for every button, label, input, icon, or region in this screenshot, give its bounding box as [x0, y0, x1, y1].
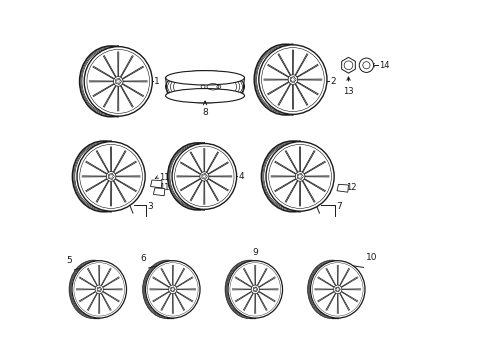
Polygon shape [341, 57, 355, 73]
Ellipse shape [255, 291, 256, 292]
Ellipse shape [335, 290, 336, 291]
Ellipse shape [295, 172, 304, 181]
Ellipse shape [255, 287, 256, 288]
Ellipse shape [168, 285, 177, 294]
Ellipse shape [77, 142, 145, 211]
Text: 11: 11 [159, 173, 169, 182]
Polygon shape [336, 184, 348, 192]
Ellipse shape [287, 75, 297, 85]
Ellipse shape [204, 174, 205, 175]
Text: 9: 9 [252, 248, 258, 257]
Ellipse shape [108, 174, 110, 176]
Ellipse shape [337, 291, 338, 292]
Ellipse shape [253, 290, 254, 291]
Ellipse shape [359, 58, 373, 72]
Ellipse shape [145, 261, 200, 318]
Text: 2: 2 [330, 77, 336, 86]
Ellipse shape [205, 176, 207, 177]
Ellipse shape [115, 79, 117, 81]
Ellipse shape [112, 176, 114, 177]
Text: 8: 8 [202, 108, 207, 117]
Ellipse shape [174, 289, 175, 290]
Text: 12: 12 [345, 183, 355, 192]
Text: 13: 13 [343, 87, 353, 96]
Text: 4: 4 [238, 172, 244, 181]
Ellipse shape [338, 289, 340, 290]
Ellipse shape [333, 285, 341, 294]
Ellipse shape [170, 290, 171, 291]
Ellipse shape [201, 174, 203, 176]
Text: 7: 7 [336, 202, 342, 211]
Text: 5: 5 [66, 256, 72, 265]
Ellipse shape [204, 178, 205, 179]
Ellipse shape [118, 78, 120, 80]
Ellipse shape [292, 81, 294, 83]
Ellipse shape [227, 261, 282, 318]
Ellipse shape [251, 285, 259, 294]
Ellipse shape [115, 82, 117, 84]
Ellipse shape [289, 80, 291, 82]
Ellipse shape [106, 172, 116, 181]
Ellipse shape [111, 173, 112, 175]
Ellipse shape [337, 287, 338, 288]
Text: 10: 10 [366, 253, 377, 262]
Ellipse shape [165, 89, 244, 103]
Ellipse shape [84, 47, 152, 116]
Ellipse shape [265, 142, 333, 211]
Text: 14: 14 [379, 61, 389, 70]
Ellipse shape [256, 289, 257, 290]
Ellipse shape [253, 288, 254, 289]
Ellipse shape [297, 174, 298, 176]
Ellipse shape [97, 290, 98, 291]
Ellipse shape [301, 176, 303, 177]
Text: 6: 6 [140, 254, 145, 263]
Ellipse shape [310, 261, 364, 318]
Ellipse shape [101, 289, 102, 290]
Ellipse shape [335, 288, 336, 289]
Ellipse shape [95, 285, 103, 294]
Ellipse shape [120, 81, 121, 82]
Ellipse shape [294, 79, 296, 80]
Ellipse shape [172, 291, 174, 292]
Ellipse shape [172, 144, 236, 209]
Ellipse shape [113, 77, 123, 86]
Ellipse shape [99, 287, 100, 288]
Ellipse shape [289, 77, 291, 79]
Ellipse shape [72, 261, 126, 318]
Ellipse shape [111, 178, 112, 180]
Ellipse shape [299, 178, 301, 180]
Ellipse shape [108, 177, 110, 179]
Ellipse shape [292, 76, 294, 78]
Polygon shape [153, 188, 164, 196]
Ellipse shape [165, 71, 244, 85]
Ellipse shape [200, 172, 208, 181]
Ellipse shape [172, 287, 174, 288]
Ellipse shape [170, 288, 171, 289]
Polygon shape [150, 180, 162, 188]
Text: 1: 1 [154, 77, 160, 86]
Ellipse shape [258, 45, 326, 114]
Ellipse shape [118, 83, 120, 85]
Ellipse shape [299, 173, 301, 175]
Ellipse shape [97, 288, 98, 289]
Text: 11: 11 [159, 183, 169, 192]
Ellipse shape [201, 177, 203, 179]
Text: 3: 3 [147, 202, 153, 211]
Ellipse shape [99, 291, 100, 292]
Ellipse shape [297, 177, 298, 179]
